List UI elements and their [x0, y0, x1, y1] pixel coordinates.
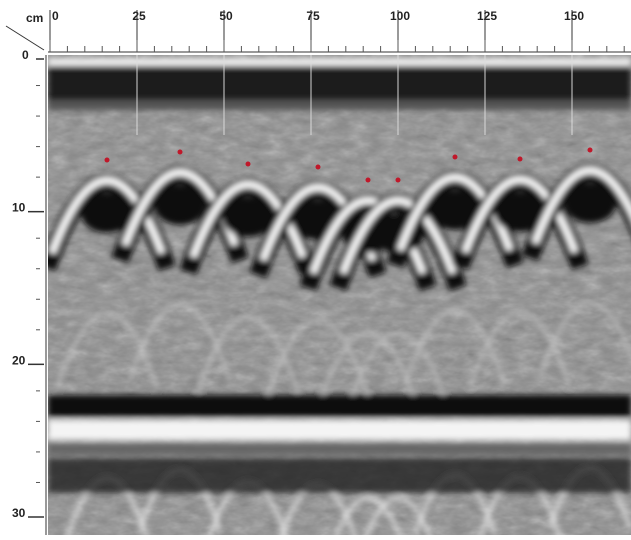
left-tick-label: 30 — [12, 506, 26, 520]
top-tick-label: 50 — [219, 9, 233, 23]
rebar-marker — [366, 178, 371, 183]
rebar-marker — [246, 162, 251, 167]
top-tick-label: 25 — [132, 9, 146, 23]
top-tick-label: 150 — [564, 9, 584, 23]
top-tick-label: 125 — [477, 9, 497, 23]
shadow — [222, 197, 274, 237]
left-tick-label: 20 — [12, 353, 26, 367]
rebar-marker — [105, 158, 110, 163]
shadow — [154, 185, 206, 225]
shadow — [564, 183, 616, 223]
rebar-marker — [588, 148, 593, 153]
scan-image — [47, 55, 631, 535]
rebar-marker — [178, 150, 183, 155]
left-tick-label: 10 — [12, 201, 26, 215]
rebar-marker — [453, 155, 458, 160]
rebar-marker — [396, 178, 401, 183]
radargram: cm 0 25 50 75 100 125 150 0 10 20 30 — [0, 0, 631, 535]
left-tick-label: 0 — [22, 48, 29, 62]
top-tick-label: 75 — [306, 9, 320, 23]
unit-label: cm — [26, 11, 43, 25]
top-tick-label: 100 — [390, 9, 410, 23]
rebar-marker — [518, 157, 523, 162]
rebar-marker — [316, 165, 321, 170]
top-tick-label: 0 — [52, 9, 59, 23]
